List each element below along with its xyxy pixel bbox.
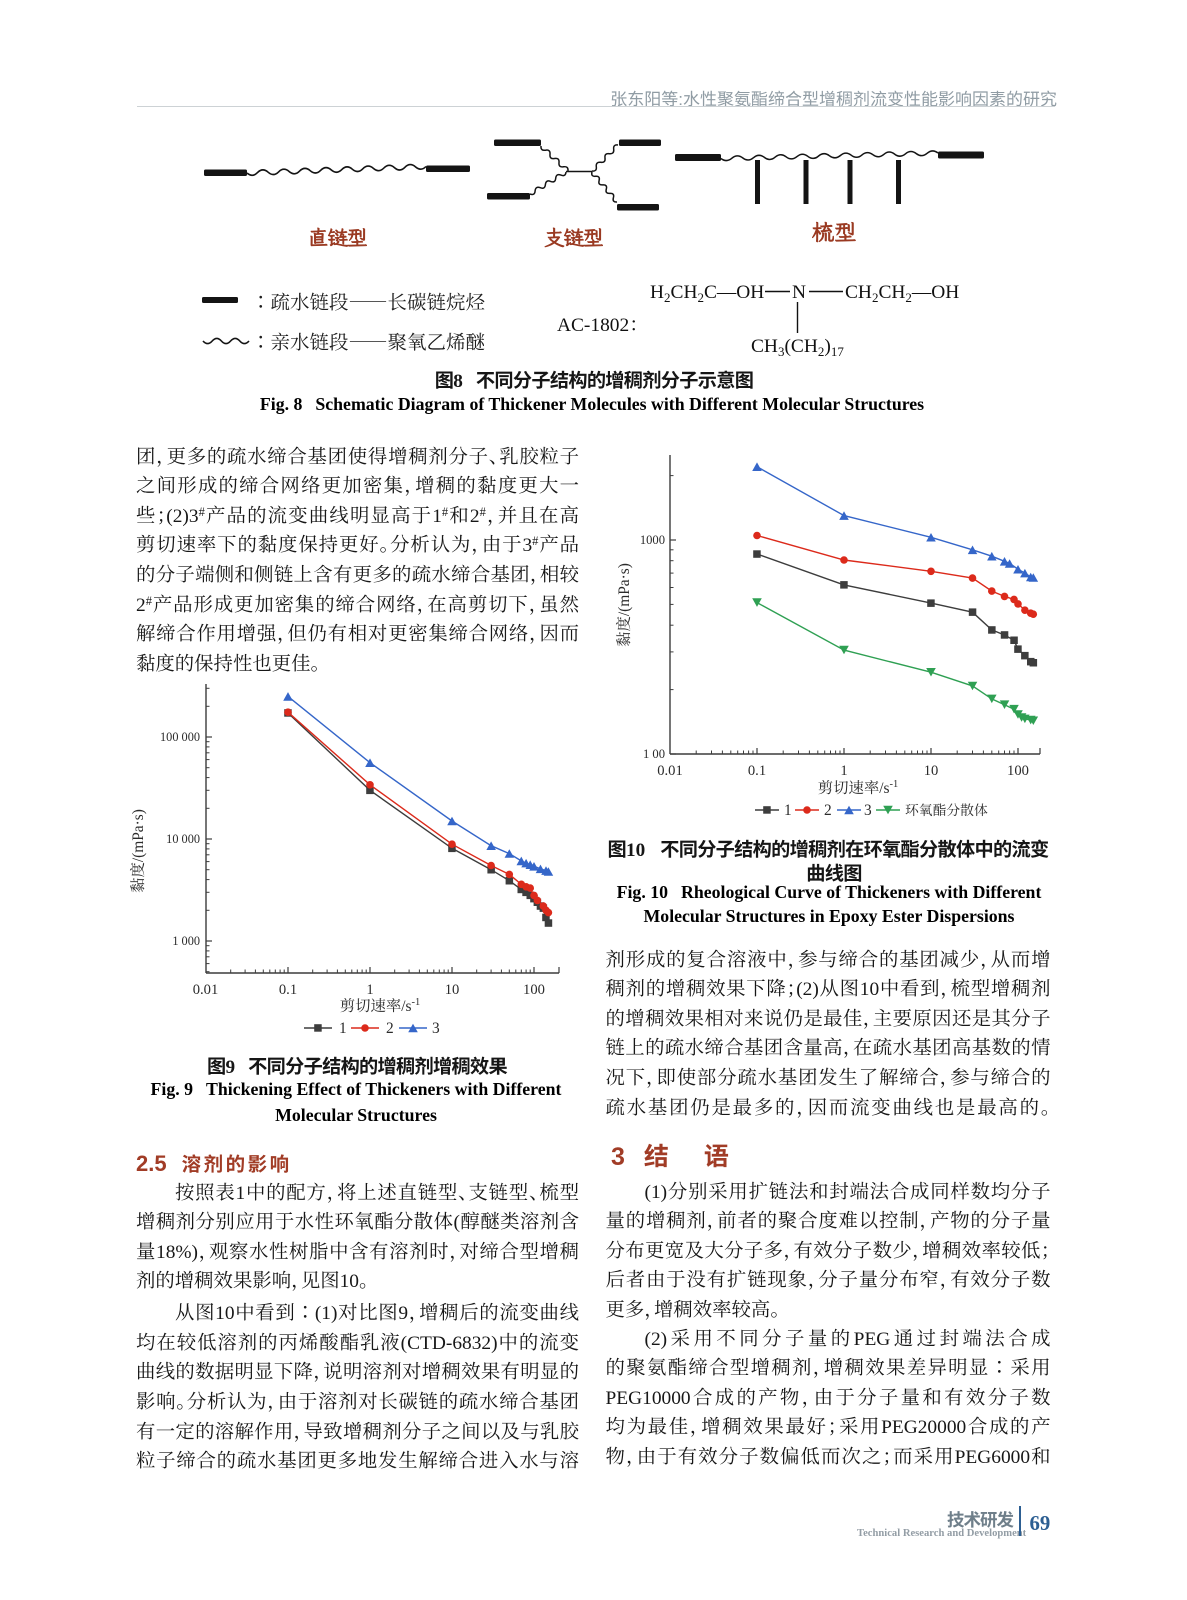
svg-text:CH2CH2—OH: CH2CH2—OH	[845, 282, 959, 305]
svg-text:2: 2	[824, 802, 832, 819]
svg-text:环氧酯分散体: 环氧酯分散体	[905, 803, 988, 818]
svg-text:10: 10	[445, 982, 460, 998]
svg-text:0.01: 0.01	[657, 763, 683, 779]
svg-text:3: 3	[432, 1020, 440, 1037]
svg-text:1: 1	[339, 1020, 347, 1037]
svg-text:直链型: 直链型	[308, 223, 367, 251]
svg-text:剪切速率/s-1: 剪切速率/s-1	[340, 997, 421, 1015]
svg-text:10 000: 10 000	[166, 832, 200, 846]
svg-text:梳型: 梳型	[811, 218, 856, 247]
svg-text:0.01: 0.01	[193, 982, 219, 998]
svg-text:H2CH2C—OH: H2CH2C—OH	[650, 282, 764, 305]
svg-text:∶亲水链段——聚氧乙烯醚: ∶亲水链段——聚氧乙烯醚	[251, 327, 486, 355]
svg-text:黏度/(mPa·s): 黏度/(mPa·s)	[129, 809, 147, 893]
svg-text:10: 10	[924, 763, 939, 779]
svg-text:N: N	[792, 282, 806, 303]
svg-text:0.1: 0.1	[279, 982, 297, 998]
svg-text:1 000: 1 000	[172, 934, 200, 948]
svg-text:黏度/(mPa·s): 黏度/(mPa·s)	[615, 563, 633, 647]
svg-text:3: 3	[864, 802, 872, 819]
svg-text:1 00: 1 00	[643, 747, 665, 761]
svg-text:1000: 1000	[640, 533, 665, 547]
svg-text:2: 2	[386, 1020, 394, 1037]
svg-text:100: 100	[523, 982, 545, 998]
svg-text:0.1: 0.1	[748, 763, 766, 779]
svg-text:CH3(CH2)17: CH3(CH2)17	[751, 336, 844, 359]
svg-text:1: 1	[784, 802, 792, 819]
svg-text:∶疏水链段——长碳链烷烃: ∶疏水链段——长碳链烷烃	[251, 287, 486, 315]
svg-text:100 000: 100 000	[160, 730, 200, 744]
svg-text:剪切速率/s-1: 剪切速率/s-1	[818, 779, 899, 797]
svg-text:AC-1802：: AC-1802：	[557, 309, 649, 337]
svg-text:1: 1	[840, 763, 847, 779]
svg-text:1: 1	[366, 982, 373, 998]
svg-text:100: 100	[1007, 763, 1029, 779]
svg-text:支链型: 支链型	[544, 223, 603, 251]
